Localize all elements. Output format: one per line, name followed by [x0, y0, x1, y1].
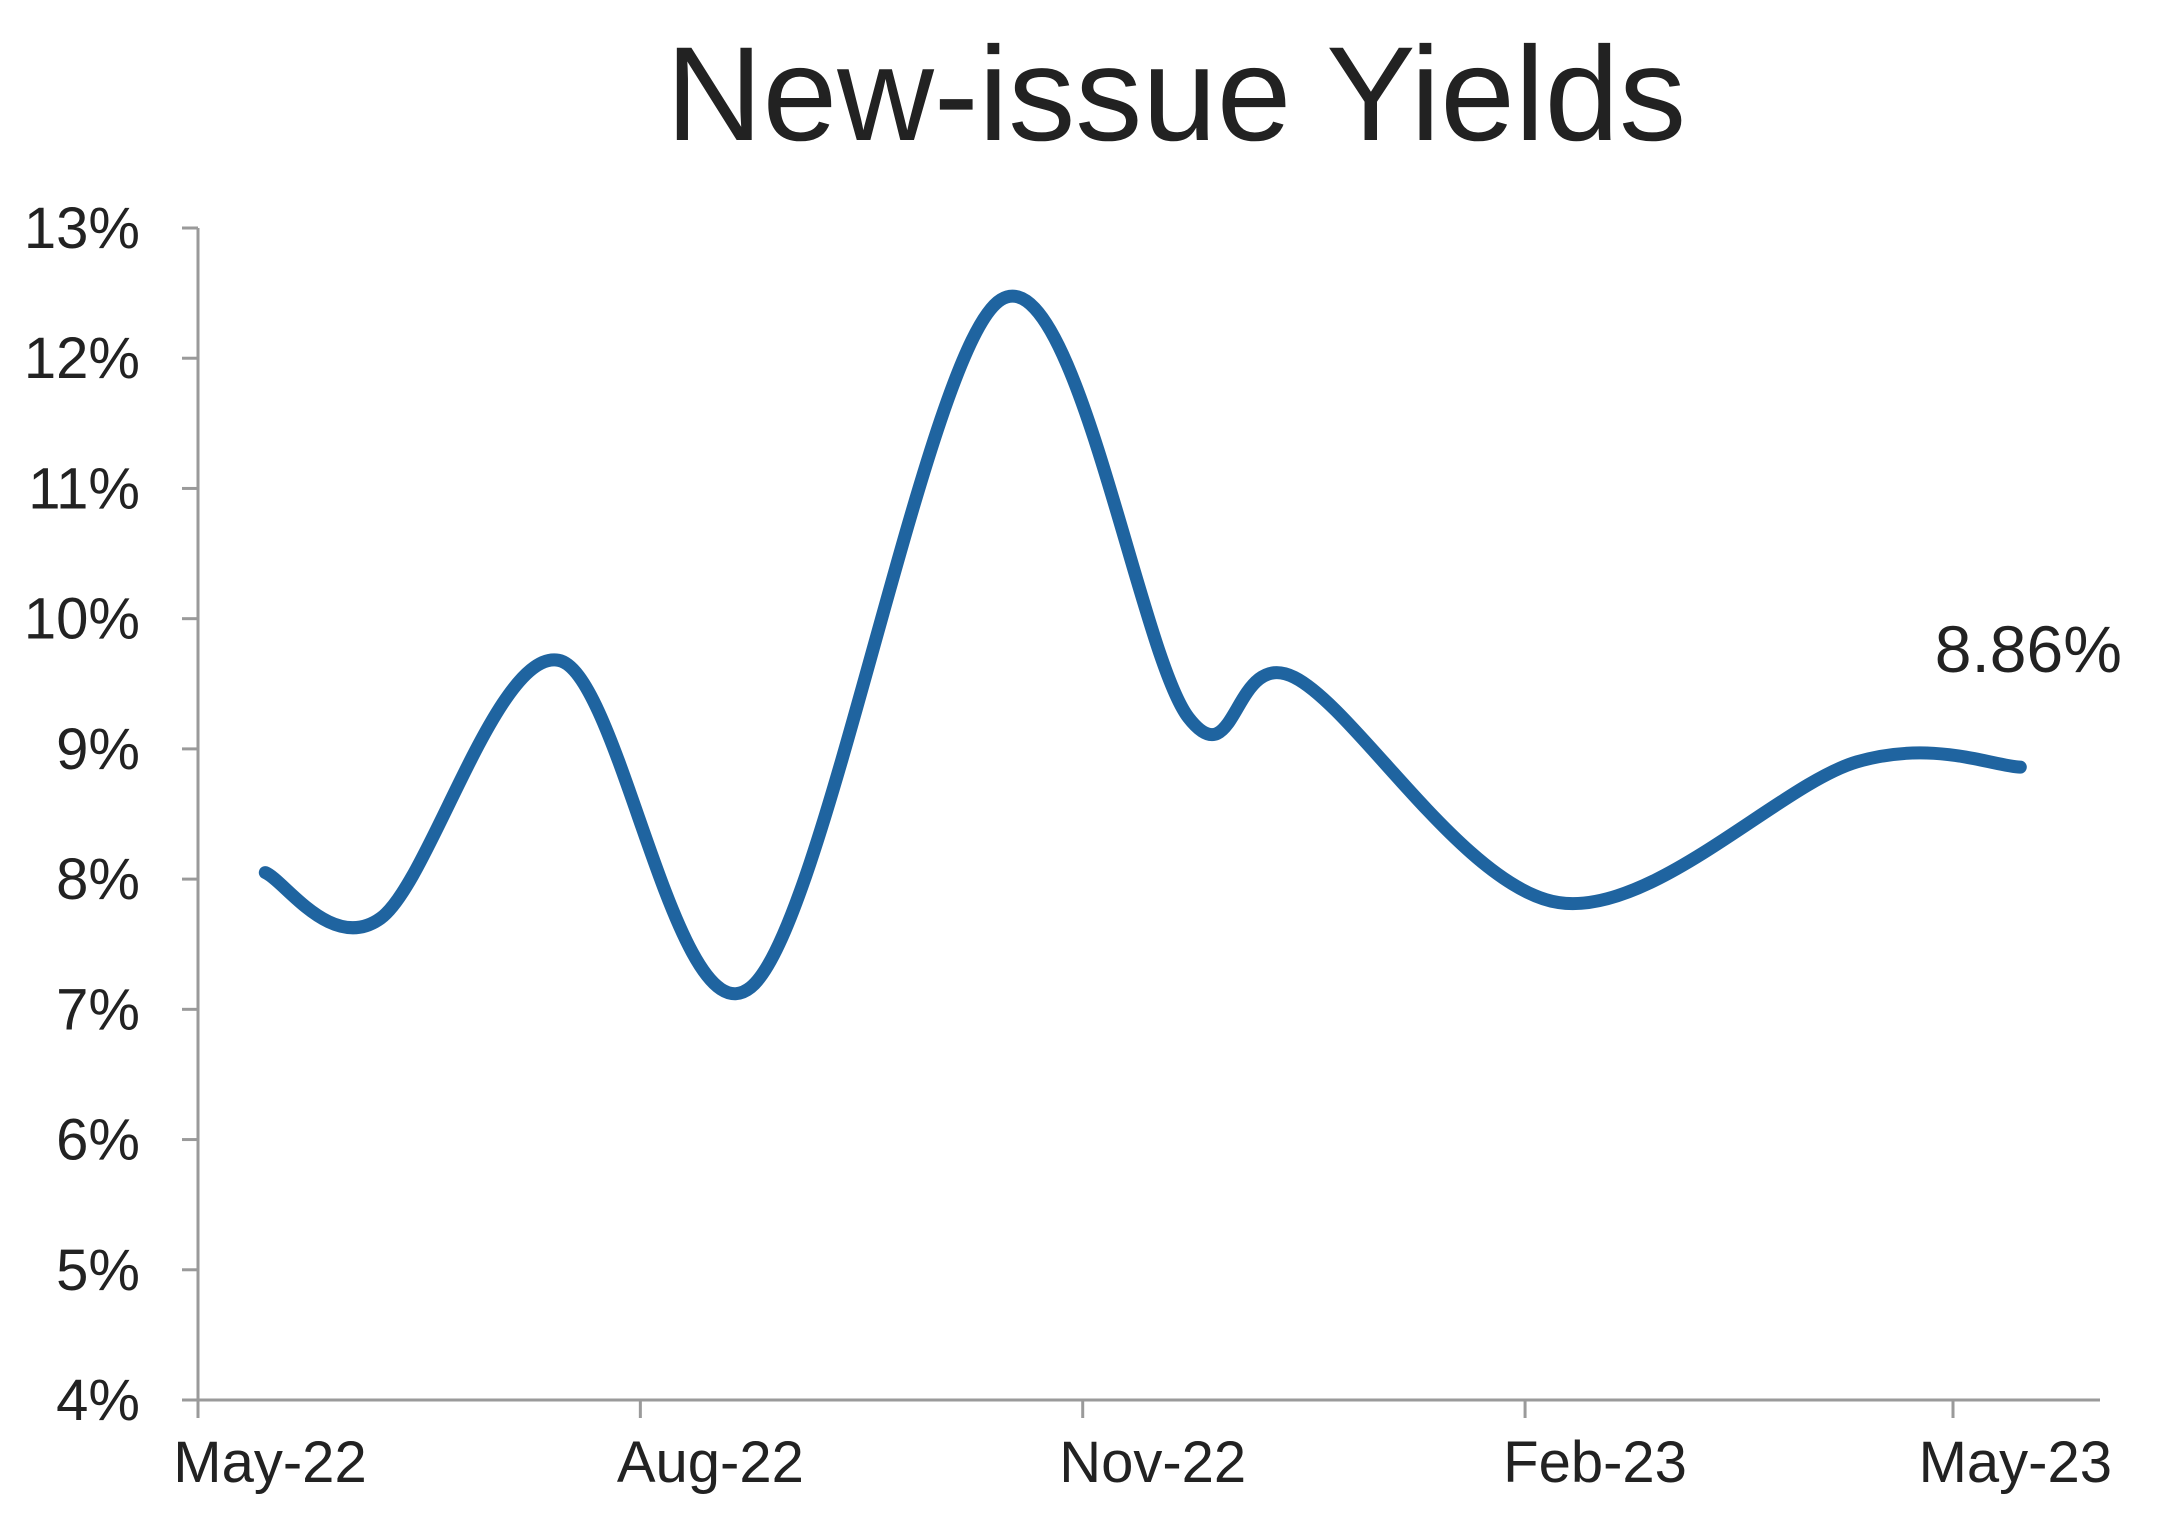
chart-title: New-issue Yields	[666, 20, 1686, 169]
y-tick-label: 6%	[56, 1108, 140, 1173]
y-tick-label: 12%	[24, 326, 140, 391]
y-tick-label: 4%	[56, 1368, 140, 1433]
x-tick-label: May-23	[1919, 1430, 2112, 1495]
y-tick-label: 11%	[28, 456, 140, 521]
y-tick-label: 8%	[56, 847, 140, 912]
y-tick-label: 9%	[56, 717, 140, 782]
y-tick-label: 13%	[24, 196, 140, 261]
x-tick-label: Nov-22	[1059, 1430, 1246, 1495]
y-tick-label: 5%	[56, 1238, 140, 1303]
last-value-label: 8.86%	[1935, 612, 2122, 686]
annotation-layer: 8.86%	[1935, 612, 2122, 686]
y-tick-label: 7%	[56, 977, 140, 1042]
x-tick-label: May-22	[173, 1430, 366, 1495]
x-tick-label: Aug-22	[617, 1430, 804, 1495]
x-axis-ticks: May-22 Aug-22 Nov-22 Feb-23 May-23	[173, 1400, 2112, 1495]
x-tick-label: Feb-23	[1503, 1430, 1687, 1495]
y-axis-ticks: 4% 5% 6% 7% 8% 9% 10% 11% 12% 13%	[24, 196, 198, 1433]
y-tick-label: 10%	[24, 587, 140, 652]
series-line	[258, 289, 2027, 1001]
series-layer	[258, 289, 2027, 1001]
